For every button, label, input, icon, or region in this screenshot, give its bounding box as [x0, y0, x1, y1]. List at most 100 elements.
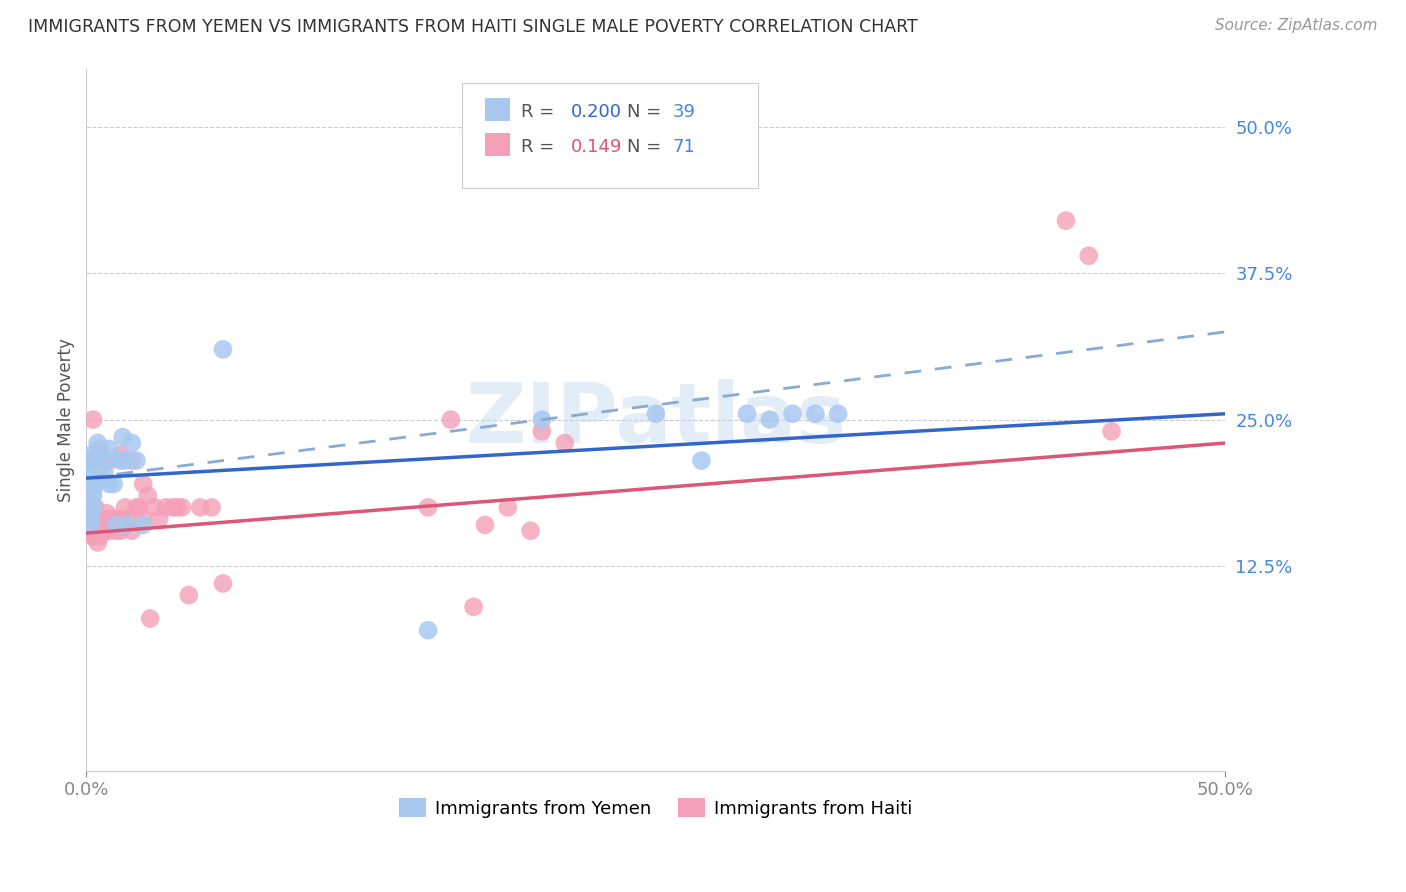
Point — [644, 407, 666, 421]
Point — [86, 512, 108, 526]
Point — [77, 517, 100, 532]
Point — [96, 453, 118, 467]
Text: R =: R = — [522, 103, 561, 121]
Point — [132, 512, 155, 526]
Point — [474, 517, 496, 532]
FancyBboxPatch shape — [485, 133, 510, 156]
Point — [98, 477, 121, 491]
Point — [1077, 249, 1099, 263]
Point — [416, 500, 439, 515]
Point — [80, 448, 103, 462]
Point — [104, 517, 127, 532]
Point — [98, 453, 121, 467]
Point — [110, 524, 132, 538]
Point — [82, 524, 104, 538]
Point — [98, 512, 121, 526]
Point — [110, 453, 132, 467]
Point — [132, 517, 155, 532]
Point — [148, 512, 170, 526]
Point — [117, 512, 139, 526]
Point — [89, 442, 111, 456]
Point — [84, 459, 107, 474]
Point — [93, 512, 115, 526]
Point — [93, 465, 115, 479]
Point — [98, 442, 121, 456]
Text: R =: R = — [522, 138, 561, 156]
Point — [91, 524, 114, 538]
Point — [121, 453, 143, 467]
Point — [110, 448, 132, 462]
Point — [111, 430, 134, 444]
Point — [530, 425, 553, 439]
Point — [188, 500, 211, 515]
Point — [139, 611, 162, 625]
Point — [416, 624, 439, 638]
Point — [463, 599, 485, 614]
Point — [84, 500, 107, 515]
Point — [84, 530, 107, 544]
Point — [212, 343, 235, 357]
Point — [86, 524, 108, 538]
Point — [82, 530, 104, 544]
Point — [136, 489, 159, 503]
Point — [107, 512, 129, 526]
Point — [1101, 425, 1123, 439]
Point — [82, 483, 104, 497]
Point — [82, 471, 104, 485]
Point — [212, 576, 235, 591]
Point — [114, 453, 136, 467]
Point — [554, 436, 576, 450]
Point — [80, 512, 103, 526]
Point — [121, 524, 143, 538]
Point — [80, 512, 103, 526]
Point — [91, 512, 114, 526]
Point — [84, 512, 107, 526]
Point — [759, 412, 782, 426]
Point — [114, 500, 136, 515]
FancyBboxPatch shape — [463, 83, 758, 188]
Point — [121, 436, 143, 450]
Point — [735, 407, 758, 421]
Point — [80, 524, 103, 538]
Point — [100, 517, 122, 532]
Point — [1054, 213, 1077, 227]
Point — [77, 494, 100, 508]
Point — [125, 500, 148, 515]
Point — [170, 500, 193, 515]
Point — [530, 412, 553, 426]
Point — [200, 500, 222, 515]
Text: 0.149: 0.149 — [571, 138, 621, 156]
Point — [82, 517, 104, 532]
Point — [77, 506, 100, 520]
Point — [128, 500, 150, 515]
Point — [82, 500, 104, 515]
Point — [132, 477, 155, 491]
Text: 0.200: 0.200 — [571, 103, 621, 121]
Text: 39: 39 — [673, 103, 696, 121]
Point — [690, 453, 713, 467]
Point — [86, 436, 108, 450]
Point — [98, 524, 121, 538]
Point — [80, 465, 103, 479]
Point — [96, 506, 118, 520]
Point — [93, 524, 115, 538]
Point — [782, 407, 804, 421]
Text: ZIPatlas: ZIPatlas — [465, 379, 846, 460]
Point — [804, 407, 827, 421]
Point — [86, 453, 108, 467]
Text: Source: ZipAtlas.com: Source: ZipAtlas.com — [1215, 18, 1378, 33]
Point — [77, 500, 100, 515]
Point — [80, 506, 103, 520]
Point — [91, 453, 114, 467]
Point — [125, 453, 148, 467]
Point — [827, 407, 849, 421]
Point — [86, 535, 108, 549]
Point — [155, 500, 177, 515]
Point — [80, 453, 103, 467]
Point — [519, 524, 541, 538]
Point — [177, 588, 200, 602]
Text: IMMIGRANTS FROM YEMEN VS IMMIGRANTS FROM HAITI SINGLE MALE POVERTY CORRELATION C: IMMIGRANTS FROM YEMEN VS IMMIGRANTS FROM… — [28, 18, 918, 36]
Y-axis label: Single Male Poverty: Single Male Poverty — [58, 338, 75, 501]
Point — [80, 517, 103, 532]
Point — [82, 489, 104, 503]
